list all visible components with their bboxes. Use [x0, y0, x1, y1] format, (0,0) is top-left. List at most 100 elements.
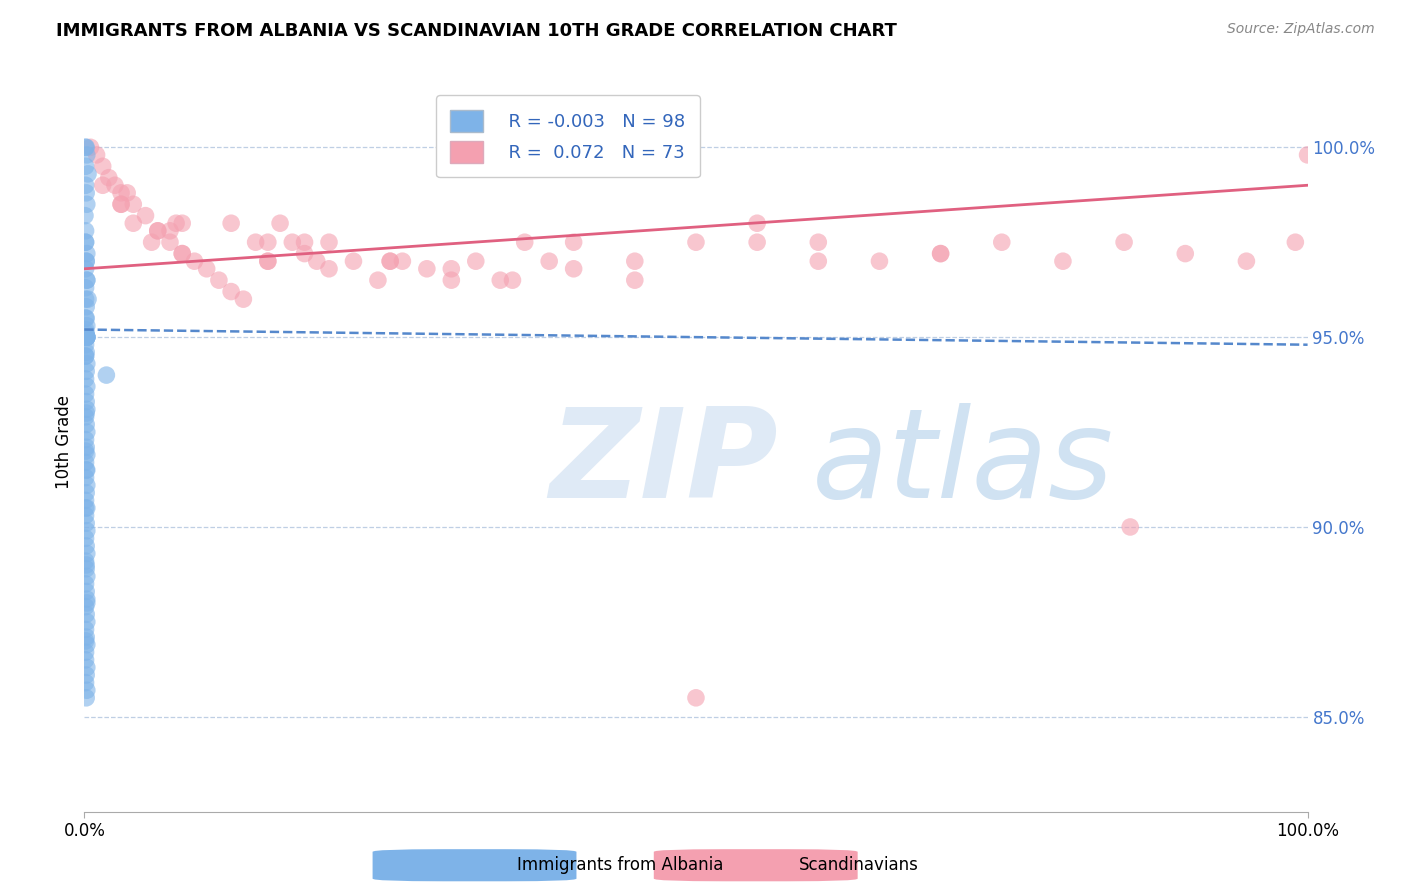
Point [75, 140, 97, 154]
Point [75, 444, 97, 458]
Point [75, 668, 97, 682]
Point [75, 387, 97, 401]
Point [159, 224, 181, 238]
Text: Source: ZipAtlas.com: Source: ZipAtlas.com [1227, 22, 1375, 37]
Point [75, 440, 97, 454]
Point [76, 448, 98, 462]
Point [122, 216, 145, 230]
Point [75, 322, 97, 336]
Point [75, 675, 97, 690]
Point [75, 433, 97, 447]
Point [624, 273, 647, 287]
Point [76, 357, 98, 371]
Point [685, 690, 707, 705]
Point [1052, 254, 1074, 268]
Point [1296, 148, 1319, 162]
Point [342, 254, 364, 268]
Point [367, 273, 389, 287]
Point [75, 485, 97, 500]
Point [416, 261, 439, 276]
Point [75, 463, 97, 477]
Point [75, 470, 97, 484]
Point [75, 349, 97, 363]
Point [75, 349, 97, 363]
Point [513, 235, 536, 250]
Point [76, 500, 98, 515]
Point [77, 167, 100, 181]
Point [1119, 520, 1142, 534]
Point [75, 261, 97, 276]
Point [75, 330, 97, 344]
Y-axis label: 10th Grade: 10th Grade [55, 394, 73, 489]
Point [172, 216, 194, 230]
Point [75, 394, 97, 409]
Point [281, 235, 304, 250]
Point [208, 273, 231, 287]
Point [75, 690, 97, 705]
Point [110, 197, 132, 211]
Point [807, 235, 830, 250]
Point [75, 539, 97, 553]
FancyBboxPatch shape [373, 849, 576, 881]
Point [75, 508, 97, 523]
Point [76, 148, 98, 162]
Point [75, 178, 97, 193]
Point [75, 254, 97, 268]
Point [991, 235, 1014, 250]
Point [76, 463, 98, 477]
Point [75, 254, 97, 268]
Point [75, 532, 97, 546]
Point [232, 292, 254, 306]
Point [75, 554, 97, 568]
Point [75, 235, 97, 250]
Point [75, 584, 97, 599]
Point [75, 281, 97, 295]
Point [75, 633, 97, 648]
Point [75, 364, 97, 378]
Point [75, 330, 97, 344]
Point [1174, 246, 1197, 260]
Point [76, 638, 98, 652]
Point [75, 406, 97, 420]
Point [76, 402, 98, 417]
Point [76, 683, 98, 698]
Point [76, 246, 98, 260]
Text: atlas: atlas [813, 403, 1115, 524]
Point [86, 148, 108, 162]
Point [76, 478, 98, 492]
Point [75, 235, 97, 250]
Point [122, 197, 145, 211]
Point [219, 285, 242, 299]
Point [135, 209, 157, 223]
Point [75, 345, 97, 359]
Point [110, 197, 132, 211]
Point [257, 254, 280, 268]
Point [79, 140, 101, 154]
Point [75, 562, 97, 576]
Point [747, 235, 769, 250]
Point [75, 330, 97, 344]
Point [75, 493, 97, 508]
Point [75, 516, 97, 531]
Text: IMMIGRANTS FROM ALBANIA VS SCANDINAVIAN 10TH GRADE CORRELATION CHART: IMMIGRANTS FROM ALBANIA VS SCANDINAVIAN … [56, 22, 897, 40]
Point [75, 372, 97, 386]
Point [305, 254, 328, 268]
Text: Immigrants from Albania: Immigrants from Albania [517, 856, 724, 874]
Point [75, 599, 97, 614]
Point [75, 330, 97, 344]
Point [380, 254, 402, 268]
Point [1114, 235, 1136, 250]
Point [76, 379, 98, 393]
Point [538, 254, 561, 268]
Point [269, 216, 291, 230]
Point [75, 330, 97, 344]
Point [257, 235, 280, 250]
Point [76, 330, 98, 344]
Point [146, 224, 169, 238]
Point [257, 254, 280, 268]
Point [807, 254, 830, 268]
Point [1236, 254, 1258, 268]
Point [77, 292, 100, 306]
Point [91, 178, 114, 193]
Point [75, 330, 97, 344]
